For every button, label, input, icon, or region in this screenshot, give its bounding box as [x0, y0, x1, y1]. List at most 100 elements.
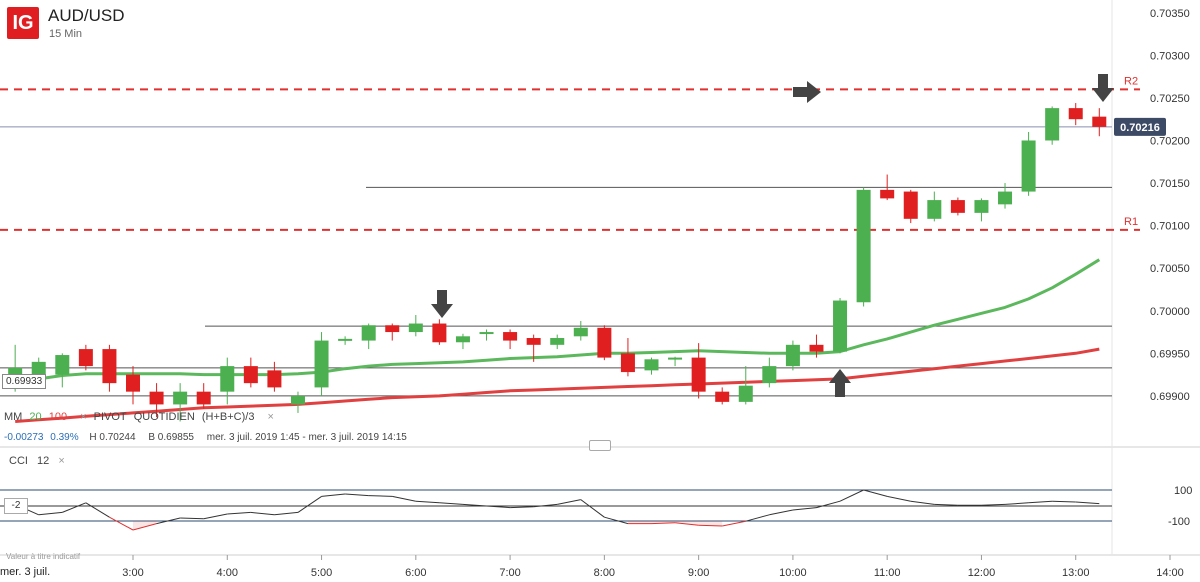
cci-label: CCI	[9, 455, 28, 467]
y-tick-label: 0.69950	[1150, 348, 1190, 360]
bullish-candle	[762, 366, 777, 384]
bearish-candle	[102, 349, 117, 384]
bullish-candle	[479, 332, 494, 335]
bullish-candle	[173, 391, 188, 405]
cci-line-segment	[109, 516, 134, 531]
x-tick-label: 13:00	[1062, 567, 1090, 579]
crosshair-price-box: 0.69933	[2, 374, 47, 389]
cci-tick-label: 100	[1174, 485, 1192, 497]
cci-line-segment	[839, 489, 864, 502]
cci-line-segment	[297, 495, 322, 513]
bearish-candle	[78, 349, 93, 367]
cci-line-segment	[415, 500, 440, 504]
date-range: mer. 3 juil. 2019 1:45 - mer. 3 juil. 20…	[206, 432, 407, 443]
cci-line-segment	[250, 511, 275, 516]
cci-line-segment	[439, 502, 463, 505]
cci-line-segment	[792, 507, 817, 511]
x-tick-label: 14:00	[1156, 567, 1184, 579]
mm-label: MM	[4, 411, 23, 423]
bullish-candle	[408, 323, 423, 333]
bearish-candle	[149, 391, 164, 405]
cci-line-segment	[486, 505, 511, 509]
bearish-candle	[385, 325, 400, 333]
y-tick-label: 0.70050	[1150, 263, 1190, 275]
x-tick-label: 3:00	[122, 567, 143, 579]
bearish-candle	[1068, 108, 1083, 120]
cci-line-segment	[203, 513, 228, 520]
price-summary: -0.00273 0.39% H 0.70244 B 0.69855 mer. …	[4, 432, 411, 443]
cci-line-segment	[227, 511, 251, 515]
cci-legend: CCI 12 ×	[9, 455, 75, 467]
remove-mm-button[interactable]: ×	[80, 411, 87, 423]
bullish-candle	[644, 359, 659, 371]
pivot-r1-label: R1	[1124, 216, 1138, 228]
cci-line-segment	[769, 509, 794, 516]
cci-line-segment	[580, 499, 605, 518]
cci-line-segment	[510, 506, 534, 509]
remove-pivot-button[interactable]: ×	[267, 411, 274, 423]
y-tick-label: 0.70100	[1150, 221, 1190, 233]
bullish-candle	[974, 200, 989, 213]
cci-period: 12	[37, 455, 50, 467]
cci-line-segment	[180, 517, 204, 520]
cci-line-segment	[1004, 502, 1029, 505]
bullish-candle	[361, 325, 376, 341]
y-tick-label: 0.70000	[1150, 306, 1190, 318]
bearish-candle	[903, 191, 918, 219]
timeframe-label: 15 Min	[49, 28, 83, 40]
sell-signal-arrow-icon	[431, 290, 453, 318]
bullish-candle	[927, 200, 942, 219]
cci-line-segment	[38, 511, 63, 516]
change-value: -0.00273	[4, 432, 44, 443]
cci-line-segment	[604, 516, 629, 525]
y-tick-label: 0.70250	[1150, 93, 1190, 105]
breakout-arrow-icon-shape	[793, 81, 821, 103]
cci-line-segment	[651, 522, 676, 525]
bullish-candle	[1045, 108, 1060, 141]
sell-signal-arrow-icon-shape	[431, 290, 453, 318]
ma100-line	[15, 347, 1100, 423]
indicative-note: Valeur à titre indicatif	[6, 552, 81, 561]
bearish-candle	[809, 344, 824, 352]
bullish-candle	[668, 357, 683, 360]
cci-line-segment	[62, 502, 87, 513]
cci-current-value: -2	[4, 498, 28, 514]
buy-signal-arrow-icon-shape	[829, 369, 851, 397]
buy-signal-arrow-icon	[829, 369, 851, 397]
cci-line-segment	[745, 514, 770, 522]
last-price-tag-bg	[1114, 117, 1166, 136]
cci-line-segment	[698, 524, 723, 527]
cci-line-segment	[816, 500, 841, 509]
y-tick-label: 0.70200	[1150, 135, 1190, 147]
remove-cci-button[interactable]: ×	[58, 455, 65, 467]
x-tick-label: 12:00	[968, 567, 996, 579]
bearish-candle	[715, 391, 730, 402]
breakout-arrow-icon	[793, 81, 821, 103]
cci-line-segment	[274, 511, 299, 516]
r2-rejection-arrow-icon-shape	[1092, 74, 1114, 102]
cci-line-segment	[1075, 501, 1100, 505]
cci-line-segment	[132, 523, 157, 531]
bearish-candle	[196, 391, 211, 405]
bullish-candle	[338, 338, 353, 341]
cci-line-segment	[462, 503, 487, 507]
panel-resize-handle[interactable]	[589, 440, 611, 451]
y-tick-label: 0.70300	[1150, 50, 1190, 62]
ig-logo: IG	[7, 7, 39, 39]
cci-line-segment	[557, 499, 581, 505]
bullish-candle	[856, 189, 871, 303]
mm-slow-value: 100	[48, 411, 68, 423]
cci-line-segment	[863, 489, 888, 497]
bearish-candle	[267, 370, 282, 388]
bullish-candle	[290, 395, 305, 405]
cci-line-segment	[1028, 500, 1053, 504]
instrument-title: AUD/USD	[48, 6, 125, 25]
x-tick-label: 8:00	[594, 567, 615, 579]
x-tick-label: 7:00	[499, 567, 520, 579]
bullish-candle	[998, 191, 1013, 205]
cci-oversold-area	[133, 521, 157, 530]
low-value: B 0.69855	[148, 432, 194, 443]
mm-fast-value: 20	[29, 411, 42, 423]
bullish-candle	[1021, 140, 1036, 192]
